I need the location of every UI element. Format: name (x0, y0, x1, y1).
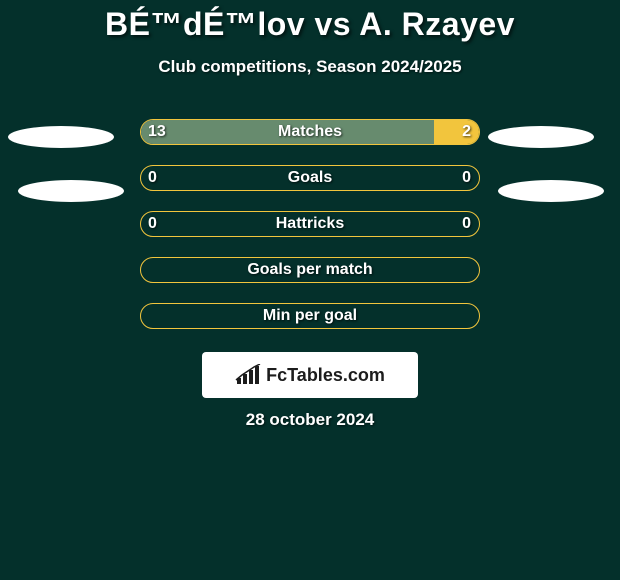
stat-bar-track (140, 303, 480, 329)
bar-chart-icon (235, 364, 261, 386)
stat-bar-left-value: 13 (148, 119, 166, 144)
stat-bar-row: Hattricks00 (0, 211, 620, 237)
stat-bar-track (140, 119, 480, 145)
stat-bar-right-value: 0 (462, 165, 471, 190)
decorative-ellipse (498, 180, 604, 202)
stat-bar-track (140, 257, 480, 283)
date-label: 28 october 2024 (0, 410, 620, 430)
stat-bars: Matches132Goals00Hattricks00Goals per ma… (0, 119, 620, 329)
stat-bar-left-value: 0 (148, 165, 157, 190)
page-title: BÉ™dÉ™lov vs A. Rzayev (0, 0, 620, 43)
comparison-infographic: BÉ™dÉ™lov vs A. Rzayev Club competitions… (0, 0, 620, 580)
stat-bar-left-fill (141, 120, 434, 144)
stat-bar-right-value: 0 (462, 211, 471, 236)
decorative-ellipse (8, 126, 114, 148)
stat-bar-left-value: 0 (148, 211, 157, 236)
stat-bar-row: Goals per match (0, 257, 620, 283)
stat-bar-row: Min per goal (0, 303, 620, 329)
logo-box: FcTables.com (202, 352, 418, 398)
decorative-ellipse (18, 180, 124, 202)
stat-bar-track (140, 165, 480, 191)
logo-text: FcTables.com (266, 365, 385, 386)
stat-bar-right-fill (434, 120, 479, 144)
stat-bar-right-value: 2 (462, 119, 471, 144)
stat-bar-track (140, 211, 480, 237)
decorative-ellipse (488, 126, 594, 148)
subtitle: Club competitions, Season 2024/2025 (0, 57, 620, 77)
